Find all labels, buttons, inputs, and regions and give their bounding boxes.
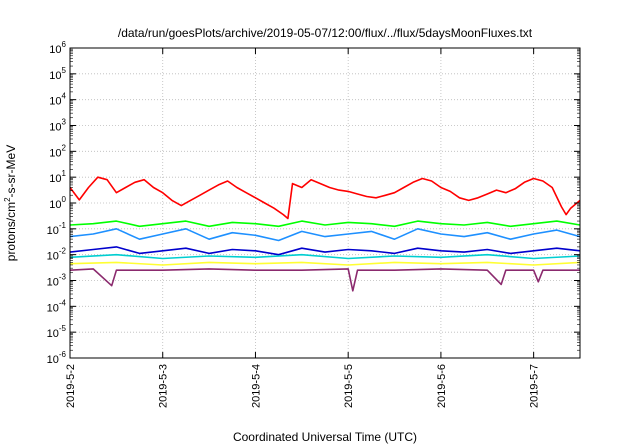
y-tick-exponent: -6 bbox=[59, 350, 67, 359]
y-tick-exponent: 4 bbox=[62, 92, 67, 101]
y-tick-exponent: -2 bbox=[59, 247, 67, 256]
y-tick-label: 101 bbox=[49, 169, 66, 185]
x-tick-label: 2019-5-5 bbox=[343, 364, 355, 408]
series-line-7 bbox=[69, 268, 580, 292]
y-tick-label: 104 bbox=[49, 92, 66, 108]
series-line-6 bbox=[69, 261, 581, 266]
y-tick-label: 10-5 bbox=[47, 324, 67, 340]
y-tick-base: 10 bbox=[49, 173, 61, 185]
x-tick-label: 2019-5-4 bbox=[250, 364, 262, 408]
y-tick-label: 106 bbox=[49, 40, 66, 56]
x-axis-title: Coordinated Universal Time (UTC) bbox=[233, 430, 417, 444]
y-tick-base: 10 bbox=[47, 251, 59, 263]
y-tick-base: 10 bbox=[47, 225, 59, 237]
x-tick-label: 2019-5-6 bbox=[436, 364, 448, 408]
y-tick-exponent: 6 bbox=[62, 40, 67, 49]
y-tick-label: 10-4 bbox=[47, 298, 67, 314]
y-tick-exponent: 3 bbox=[62, 118, 67, 127]
y-tick-exponent: 2 bbox=[62, 143, 67, 152]
y-tick-base: 10 bbox=[49, 199, 61, 211]
y-tick-base: 10 bbox=[49, 70, 61, 82]
y-tick-exponent: -5 bbox=[59, 324, 67, 333]
y-axis-ticks: 10-610-510-410-310-210-11001011021031041… bbox=[47, 40, 580, 366]
y-tick-label: 103 bbox=[49, 118, 66, 134]
y-tick-base: 10 bbox=[49, 147, 61, 159]
y-tick-exponent: 0 bbox=[62, 195, 67, 204]
y-tick-label: 100 bbox=[49, 195, 66, 211]
y-axis-title-sup: 2 bbox=[3, 197, 12, 202]
x-tick-label: 2019-5-7 bbox=[529, 364, 541, 408]
y-tick-label: 10-1 bbox=[47, 221, 67, 237]
series-line-3 bbox=[69, 228, 581, 242]
y-tick-label: 10-3 bbox=[47, 273, 67, 289]
y-tick-label: 10-6 bbox=[47, 350, 67, 366]
y-tick-label: 10-2 bbox=[47, 247, 67, 263]
chart-title: /data/run/goesPlots/archive/2019-05-07/1… bbox=[118, 26, 533, 40]
y-tick-base: 10 bbox=[47, 302, 59, 314]
y-tick-exponent: 5 bbox=[62, 66, 67, 75]
y-tick-exponent: 1 bbox=[62, 169, 67, 178]
y-tick-base: 10 bbox=[47, 277, 59, 289]
y-tick-base: 10 bbox=[49, 96, 61, 108]
y-tick-base: 10 bbox=[47, 354, 59, 366]
y-tick-base: 10 bbox=[49, 122, 61, 134]
y-axis-title-before: protons/cm bbox=[4, 202, 18, 261]
y-axis-title: protons/cm2-s-sr-MeV bbox=[3, 145, 18, 261]
series-line-5 bbox=[69, 253, 581, 260]
y-tick-exponent: -3 bbox=[59, 273, 67, 282]
grid bbox=[70, 48, 580, 358]
y-tick-base: 10 bbox=[47, 328, 59, 340]
y-tick-base: 10 bbox=[49, 44, 61, 56]
series-layer bbox=[69, 176, 581, 292]
x-tick-label: 2019-5-2 bbox=[65, 364, 77, 408]
y-tick-label: 102 bbox=[49, 143, 66, 159]
series-line-1 bbox=[69, 176, 581, 220]
x-tick-label: 2019-5-3 bbox=[158, 364, 170, 408]
x-axis-ticks: 2019-5-2 2019-5-3 2019-5-4 2019-5-5 2019-5-6… bbox=[65, 48, 541, 408]
y-tick-exponent: -4 bbox=[59, 298, 67, 307]
series-line-4 bbox=[69, 246, 581, 256]
y-tick-exponent: -1 bbox=[59, 221, 67, 230]
series-line-2 bbox=[69, 220, 581, 228]
y-tick-label: 105 bbox=[49, 66, 66, 82]
y-axis-title-after: -s-sr-MeV bbox=[4, 145, 18, 198]
